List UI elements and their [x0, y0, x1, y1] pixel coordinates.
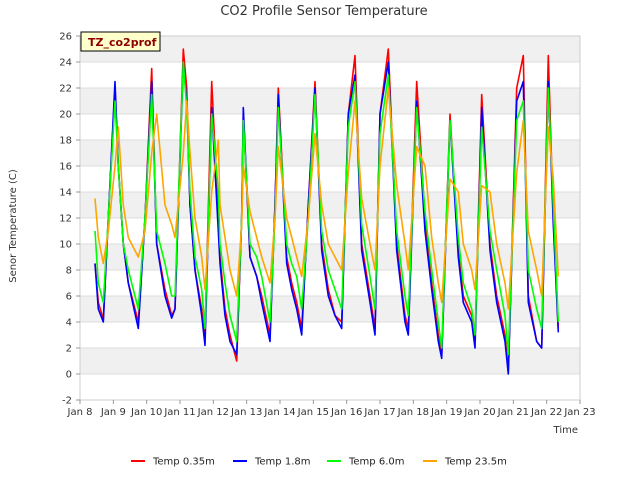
x-tick-label: Jan 12 [197, 407, 229, 418]
y-tick-label: 2 [66, 344, 72, 355]
y-tick-label: 4 [66, 318, 72, 329]
y-tick-label: 6 [66, 292, 72, 303]
x-tick-label: Jan 16 [330, 407, 362, 418]
y-tick-label: 12 [59, 214, 72, 225]
y-tick-label: 14 [59, 188, 72, 199]
y-tick-label: 20 [59, 110, 72, 121]
x-tick-label: Jan 8 [67, 407, 93, 418]
x-axis-title: Time [553, 425, 578, 436]
site-badge-label: TZ_co2prof [88, 36, 157, 49]
y-tick-label: 26 [59, 32, 72, 43]
x-tick-label: Jan 10 [130, 407, 162, 418]
y-axis-title: Senor Temperature (C) [8, 169, 19, 283]
x-tick-label: Jan 21 [497, 407, 529, 418]
x-tick-label: Jan 23 [563, 407, 595, 418]
x-tick-label: Jan 14 [263, 407, 295, 418]
legend-label-2: Temp 1.8m [254, 457, 310, 468]
series-lines [94, 48, 560, 375]
legend-label-3: Temp 6.0m [348, 457, 404, 468]
y-tick-label: 22 [59, 84, 72, 95]
x-tick-label: Jan 11 [163, 407, 195, 418]
y-tick-label: 10 [59, 240, 72, 251]
legend-label-1: Temp 0.35m [152, 457, 215, 468]
y-tick-label: 0 [66, 370, 72, 381]
y-tick-label: 8 [66, 266, 72, 277]
x-tick-label: Jan 9 [100, 407, 126, 418]
x-tick-label: Jan 15 [297, 407, 329, 418]
site-badge-box [80, 31, 161, 52]
site-badge: TZ_co2prof [80, 31, 161, 52]
legend-label-4: Temp 23.5m [444, 457, 507, 468]
x-tick-label: Jan 18 [397, 407, 429, 418]
x-axis-ticks: Jan 8 Jan 9 Jan 10 Jan 11 Jan 12 Jan 13 Jan 14… [67, 400, 596, 418]
grid-band [80, 36, 580, 62]
grid-band [80, 88, 580, 114]
x-tick-label: Jan 22 [530, 407, 562, 418]
grid-band [80, 348, 580, 374]
y-tick-label: -2 [62, 396, 72, 407]
x-tick-label: Jan 20 [463, 407, 495, 418]
y-tick-label: 24 [59, 58, 72, 69]
chart-title: CO2 Profile Sensor Temperature [220, 4, 427, 19]
x-tick-label: Jan 17 [363, 407, 395, 418]
series-line-4 [94, 87, 560, 310]
series-line-3 [94, 61, 560, 356]
y-tick-label: 16 [59, 162, 72, 173]
x-tick-label: Jan 13 [230, 407, 262, 418]
legend: Temp 0.35m Temp 1.8m Temp 6.0m Temp 23.5m [131, 457, 507, 468]
grid-band [80, 192, 580, 218]
y-tick-label: 18 [59, 136, 72, 147]
x-tick-label: Jan 19 [430, 407, 462, 418]
grid-band [80, 140, 580, 166]
